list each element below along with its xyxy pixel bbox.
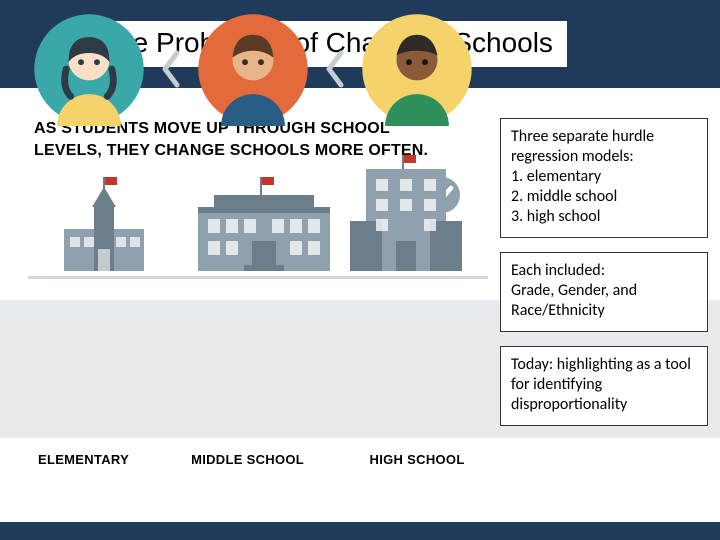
models-item-3: 3. high school xyxy=(511,207,697,227)
included-body: Grade, Gender, and Race/Ethnicity xyxy=(511,281,697,321)
label-high: HIGH SCHOOL xyxy=(370,452,488,467)
chevron-left-icon xyxy=(318,47,352,91)
today-body: Today: highlighting as a tool for identi… xyxy=(511,355,697,415)
high-school-student-icon xyxy=(360,12,474,126)
included-lead: Each included: xyxy=(511,261,697,281)
today-box: Today: highlighting as a tool for identi… xyxy=(500,346,708,426)
models-lead: Three separate hurdle regression models: xyxy=(511,127,697,167)
elementary-student-icon xyxy=(32,12,146,126)
label-elementary: ELEMENTARY xyxy=(38,452,131,467)
models-box: Three separate hurdle regression models:… xyxy=(500,118,708,238)
people-row xyxy=(28,0,488,138)
label-middle: MIDDLE SCHOOL xyxy=(191,452,309,467)
high-school-building-icon xyxy=(346,151,466,276)
middle-school-building-icon xyxy=(194,171,334,276)
models-item-1: 1. elementary xyxy=(511,167,697,187)
buildings-row xyxy=(28,177,488,317)
models-item-2: 2. middle school xyxy=(511,187,697,207)
included-box: Each included: Grade, Gender, and Race/E… xyxy=(500,252,708,332)
stage-labels-row: ELEMENTARY MIDDLE SCHOOL HIGH SCHOOL xyxy=(28,452,488,467)
elementary-building-icon xyxy=(56,171,152,276)
models-list: 1. elementary 2. middle school 3. high s… xyxy=(511,167,697,227)
chevron-left-icon xyxy=(154,47,188,91)
footer-strip xyxy=(0,522,720,540)
text-boxes-column: Three separate hurdle regression models:… xyxy=(500,118,708,426)
middle-school-student-icon xyxy=(196,12,310,126)
ground-line xyxy=(28,276,488,279)
